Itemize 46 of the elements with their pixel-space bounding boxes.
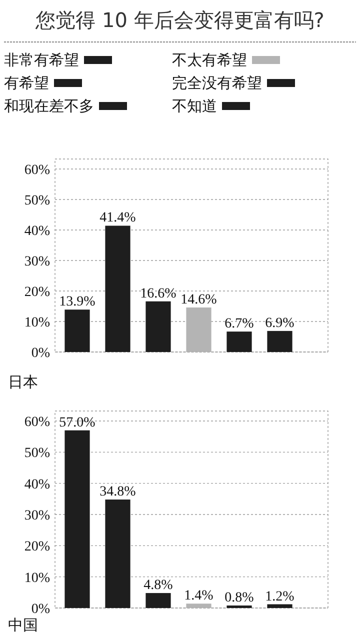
- legend-label: 完全没有希望: [172, 74, 262, 92]
- data-label: 57.0%: [59, 415, 96, 430]
- y-tick-label: 30%: [24, 254, 50, 270]
- y-tick-label: 40%: [24, 477, 50, 492]
- y-tick-label: 0%: [31, 602, 50, 617]
- bar: [146, 593, 171, 608]
- data-label: 41.4%: [100, 210, 136, 226]
- data-label: 14.6%: [180, 292, 218, 308]
- bar: [105, 500, 130, 608]
- data-label: 1.4%: [184, 588, 214, 604]
- x-axis-title: 中国: [8, 616, 38, 634]
- bar: [186, 307, 212, 352]
- data-label: 34.8%: [100, 484, 136, 500]
- y-tick-label: 60%: [24, 163, 50, 178]
- y-tick-label: 10%: [24, 316, 50, 330]
- legend-label: 不知道: [172, 97, 217, 115]
- y-tick-label: 20%: [24, 285, 50, 300]
- bar: [64, 310, 90, 352]
- bar: [226, 332, 252, 352]
- y-tick-label: 30%: [24, 508, 50, 524]
- bar: [64, 430, 90, 608]
- y-tick-label: 10%: [24, 570, 50, 586]
- legend-label: 非常有希望: [4, 51, 79, 69]
- data-label: 4.8%: [144, 578, 174, 594]
- bar: [267, 604, 292, 608]
- y-tick-label: 40%: [24, 224, 50, 239]
- data-label: 13.9%: [59, 294, 96, 310]
- legend-label: 有希望: [4, 74, 49, 92]
- data-label: 6.7%: [224, 316, 254, 332]
- legend-label: 和现在差不多: [4, 97, 94, 115]
- data-label: 0.8%: [224, 590, 254, 606]
- data-label: 1.2%: [265, 589, 295, 604]
- bar: [105, 226, 130, 352]
- chart-title: 您觉得 10 年后会变得更富有吗?: [34, 8, 324, 32]
- bar: [186, 604, 212, 608]
- legend-label: 不太有希望: [172, 51, 247, 69]
- data-label: 16.6%: [140, 286, 177, 302]
- y-tick-label: 50%: [24, 446, 50, 462]
- data-label: 6.9%: [265, 316, 295, 331]
- y-tick-label: 0%: [31, 346, 50, 361]
- bar: [267, 330, 292, 352]
- y-tick-label: 20%: [24, 540, 50, 555]
- x-axis-title: 日本: [8, 373, 38, 391]
- y-tick-label: 60%: [24, 415, 50, 430]
- bar: [146, 301, 171, 352]
- y-tick-label: 50%: [24, 194, 50, 208]
